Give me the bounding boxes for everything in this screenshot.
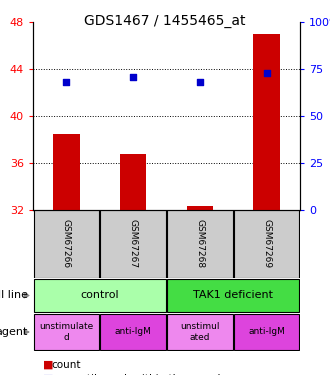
Bar — [53, 134, 80, 210]
Point — [64, 79, 69, 85]
Bar — [100, 314, 166, 350]
Bar — [234, 314, 299, 350]
Bar — [34, 210, 99, 278]
Text: GDS1467 / 1455465_at: GDS1467 / 1455465_at — [84, 13, 246, 28]
Bar — [234, 210, 299, 278]
Text: GSM67267: GSM67267 — [129, 219, 138, 268]
Bar — [120, 154, 147, 210]
Bar — [34, 279, 166, 312]
Text: GSM67266: GSM67266 — [62, 219, 71, 268]
Text: anti-IgM: anti-IgM — [248, 327, 285, 336]
Text: GSM67269: GSM67269 — [262, 219, 271, 268]
Text: unstimulate
d: unstimulate d — [39, 322, 93, 342]
Text: control: control — [81, 291, 119, 300]
Point — [197, 79, 203, 85]
Text: ■: ■ — [43, 374, 53, 375]
Text: count: count — [51, 360, 81, 370]
Bar — [167, 314, 233, 350]
Text: unstimul
ated: unstimul ated — [180, 322, 220, 342]
Bar — [167, 210, 233, 278]
Text: agent: agent — [0, 327, 28, 337]
Text: cell line: cell line — [0, 291, 28, 300]
Point — [130, 74, 136, 80]
Bar — [167, 279, 299, 312]
Bar — [34, 314, 99, 350]
Text: ■: ■ — [43, 360, 53, 370]
Bar — [253, 34, 280, 210]
Text: TAK1 deficient: TAK1 deficient — [193, 291, 273, 300]
Text: anti-IgM: anti-IgM — [115, 327, 151, 336]
Point — [264, 70, 269, 76]
Bar — [100, 210, 166, 278]
Bar — [186, 207, 213, 210]
Text: percentile rank within the sample: percentile rank within the sample — [51, 374, 227, 375]
Text: GSM67268: GSM67268 — [195, 219, 204, 268]
